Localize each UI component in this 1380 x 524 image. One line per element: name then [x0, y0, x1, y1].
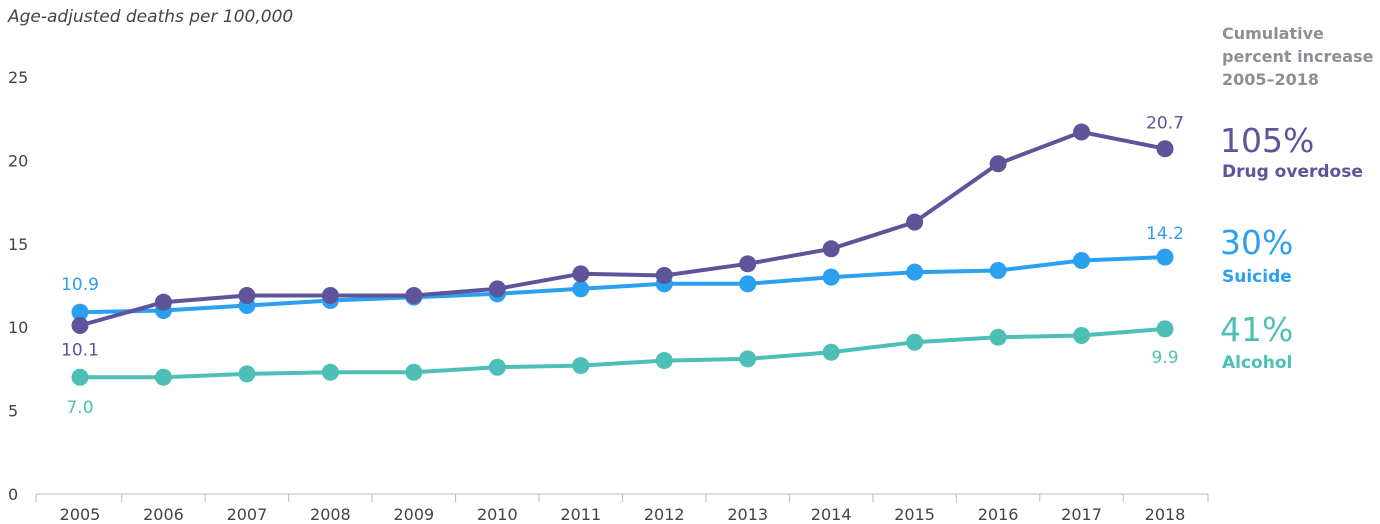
point-drug-overdose-2007 — [238, 287, 256, 305]
y-tick-label-25: 25 — [8, 68, 28, 87]
x-tick-label-2009: 2009 — [393, 505, 434, 524]
point-suicide-2014 — [822, 268, 840, 286]
x-tick-label-2012: 2012 — [644, 505, 685, 524]
point-suicide-2015 — [906, 263, 924, 281]
x-tick-label-2007: 2007 — [227, 505, 268, 524]
point-alcohol-2012 — [655, 352, 673, 370]
point-drug-overdose-2012 — [655, 266, 673, 284]
point-alcohol-2016 — [989, 328, 1007, 346]
point-drug-overdose-2009 — [405, 287, 423, 305]
x-tick-label-2008: 2008 — [310, 505, 351, 524]
series-line-suicide — [78, 255, 1167, 315]
x-tick-label-2017: 2017 — [1061, 505, 1102, 524]
legend-percent-suicide: 30% — [1220, 223, 1293, 262]
point-alcohol-2013 — [739, 350, 757, 368]
point-suicide-2005 — [71, 303, 89, 321]
x-tick-label-2006: 2006 — [143, 505, 184, 524]
legend-percent-drug-overdose: 105% — [1220, 121, 1314, 160]
end-value-label-alcohol: 9.9 — [1151, 348, 1178, 368]
end-value-label-drug-overdose: 20.7 — [1146, 114, 1184, 134]
start-value-label-drug-overdose: 10.1 — [61, 341, 99, 361]
y-tick-label-10: 10 — [8, 318, 28, 337]
x-tick-label-2018: 2018 — [1145, 505, 1186, 524]
point-drug-overdose-2014 — [822, 240, 840, 258]
point-drug-overdose-2011 — [572, 265, 590, 283]
point-drug-overdose-2015 — [906, 213, 924, 231]
legend-name-suicide: Suicide — [1222, 267, 1292, 287]
point-suicide-2018 — [1156, 248, 1174, 266]
x-tick-label-2010: 2010 — [477, 505, 518, 524]
end-value-label-suicide: 14.2 — [1146, 224, 1184, 244]
point-suicide-2016 — [989, 261, 1007, 279]
series-line-alcohol — [78, 326, 1167, 380]
x-tick-label-2013: 2013 — [727, 505, 768, 524]
y-tick-label-15: 15 — [8, 235, 28, 254]
legend-header-line-2: percent increase — [1222, 47, 1374, 66]
point-alcohol-2017 — [1073, 327, 1091, 345]
x-tick-label-2014: 2014 — [811, 505, 852, 524]
point-drug-overdose-2005 — [71, 317, 89, 335]
x-tick-label-2016: 2016 — [978, 505, 1019, 524]
start-value-label-alcohol: 7.0 — [66, 398, 93, 418]
x-tick-label-2011: 2011 — [560, 505, 601, 524]
point-drug-overdose-2018 — [1156, 140, 1174, 158]
y-tick-label-20: 20 — [8, 151, 28, 170]
point-alcohol-2011 — [572, 357, 590, 375]
legend-header-line-3: 2005–2018 — [1222, 70, 1319, 89]
series-line-drug-overdose — [78, 130, 1167, 328]
point-drug-overdose-2010 — [488, 280, 506, 298]
point-drug-overdose-2008 — [321, 287, 339, 305]
x-tick-label-2015: 2015 — [894, 505, 935, 524]
start-value-label-suicide: 10.9 — [61, 275, 99, 295]
point-alcohol-2015 — [906, 333, 924, 351]
point-drug-overdose-2006 — [154, 293, 172, 311]
legend-name-alcohol: Alcohol — [1222, 353, 1292, 373]
point-drug-overdose-2016 — [989, 155, 1007, 173]
y-axis-title: Age-adjusted deaths per 100,000 — [7, 7, 293, 27]
point-alcohol-2018 — [1156, 320, 1174, 338]
point-alcohol-2014 — [822, 343, 840, 361]
point-alcohol-2008 — [321, 363, 339, 381]
legend-header-line-1: Cumulative — [1222, 24, 1324, 43]
x-tick-label-2005: 2005 — [60, 505, 101, 524]
point-alcohol-2005 — [71, 368, 89, 386]
point-alcohol-2006 — [154, 368, 172, 386]
y-tick-label-0: 0 — [8, 485, 18, 504]
legend-percent-alcohol: 41% — [1220, 310, 1293, 349]
point-suicide-2013 — [739, 275, 757, 293]
point-suicide-2017 — [1073, 251, 1091, 269]
point-alcohol-2007 — [238, 365, 256, 383]
point-alcohol-2009 — [405, 363, 423, 381]
point-drug-overdose-2013 — [739, 255, 757, 273]
point-drug-overdose-2017 — [1073, 123, 1091, 141]
point-suicide-2011 — [572, 280, 590, 298]
point-alcohol-2010 — [488, 358, 506, 376]
y-tick-label-5: 5 — [8, 402, 18, 421]
legend-name-drug-overdose: Drug overdose — [1222, 162, 1363, 182]
